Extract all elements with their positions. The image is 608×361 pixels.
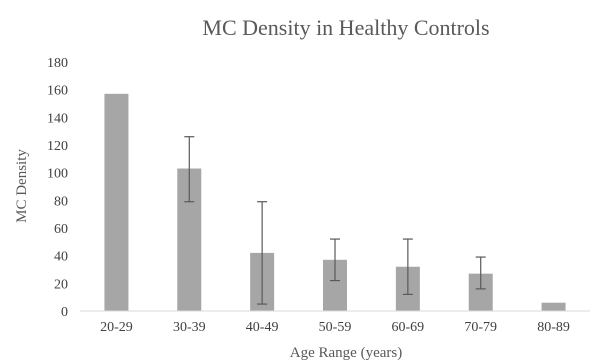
- y-tick-label: 120: [47, 139, 68, 154]
- x-tick-label: 40-49: [246, 320, 279, 335]
- y-tick-label: 180: [47, 56, 68, 71]
- x-tick-label: 20-29: [100, 320, 133, 335]
- x-axis-ticks: 20-29 30-39 40-49 50-59 60-69 70-79 80-89: [100, 320, 570, 335]
- x-tick-label: 50-59: [319, 320, 352, 335]
- error-bar: [257, 201, 268, 305]
- y-tick-label: 20: [54, 277, 68, 292]
- y-tick-label: 0: [61, 305, 68, 320]
- error-bars: [184, 136, 486, 305]
- x-axis-label: Age Range (years): [290, 345, 402, 361]
- x-tick-label: 80-89: [537, 320, 570, 335]
- error-bar: [184, 136, 195, 203]
- error-bar: [330, 238, 340, 282]
- y-tick-label: 60: [54, 222, 68, 237]
- x-tick-label: 60-69: [392, 320, 425, 335]
- y-axis-ticks: 0 20 40 60 80 100 120 140 160 180: [47, 56, 68, 320]
- y-tick-label: 140: [47, 111, 68, 126]
- y-axis-label: MC Density: [14, 149, 30, 223]
- y-tick-label: 100: [47, 167, 68, 182]
- y-tick-label: 80: [54, 194, 68, 209]
- x-tick-label: 70-79: [464, 320, 497, 335]
- error-bar: [475, 256, 486, 290]
- bar: [104, 93, 129, 311]
- y-tick-label: 40: [54, 250, 68, 265]
- y-tick-label: 160: [47, 84, 68, 99]
- x-tick-label: 30-39: [173, 320, 206, 335]
- chart-title: MC Density in Healthy Controls: [202, 15, 489, 40]
- bar: [541, 302, 566, 311]
- error-bar: [402, 238, 413, 295]
